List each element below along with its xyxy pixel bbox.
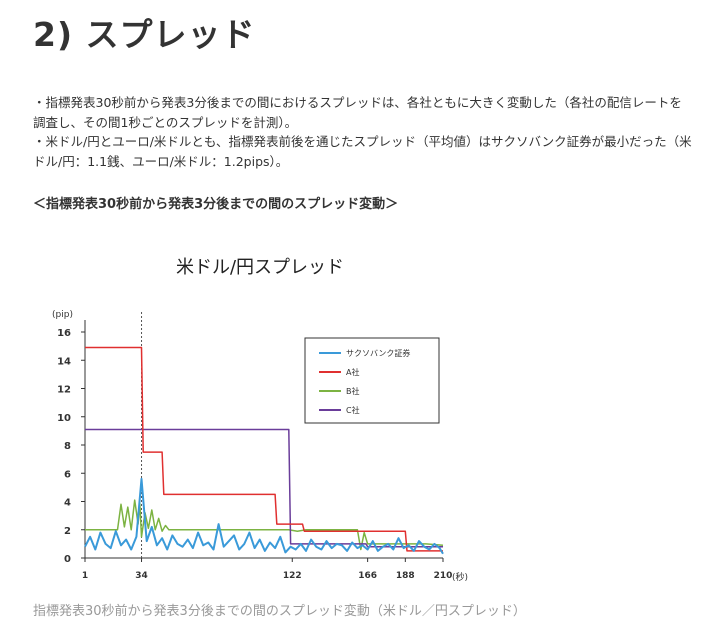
series-line-b bbox=[85, 499, 444, 551]
series-line-saxo bbox=[84, 477, 444, 555]
y-tick-label: 6 bbox=[64, 469, 71, 480]
y-tick-label: 8 bbox=[64, 441, 71, 452]
x-tick-label: 210 bbox=[434, 571, 453, 581]
legend-label: A社 bbox=[346, 367, 359, 377]
y-axis-label: (pip) bbox=[52, 310, 73, 320]
y-tick-label: 10 bbox=[57, 413, 71, 424]
legend-label: C社 bbox=[346, 405, 360, 415]
chart-svg: 米ドル/円スプレッド (pip) (秒) 0 2 4 6 8 10 12 14 16 1 34 122… bbox=[52, 257, 468, 583]
bullet-item: ・指標発表30秒前から発表3分後までの間におけるスプレッドは、各社ともに大きく変… bbox=[33, 95, 682, 130]
legend-label: B社 bbox=[346, 386, 360, 396]
figure-caption: 指標発表30秒前から発表3分後までの間のスプレッド変動（米ドル／円スプレッド） bbox=[33, 604, 526, 619]
chart-title: 米ドル/円スプレッド bbox=[176, 257, 344, 278]
legend-label: サクソバンク証券 bbox=[346, 348, 410, 358]
bullet-item: ・米ドル/円とユーロ/米ドルとも、指標発表前後を通じたスプレッド（平均値）はサク… bbox=[33, 134, 692, 169]
y-tick-label: 14 bbox=[57, 356, 71, 367]
y-tick-label: 4 bbox=[64, 498, 71, 509]
x-tick-label: 188 bbox=[396, 571, 415, 581]
series-line-a bbox=[85, 346, 443, 552]
chart-subheading: ＜指標発表30秒前から発表3分後までの間のスプレッド変動＞ bbox=[33, 197, 399, 212]
x-tick-label: 34 bbox=[135, 571, 148, 581]
x-tick-label: 166 bbox=[358, 571, 377, 581]
y-tick-label: 2 bbox=[64, 526, 71, 537]
y-tick-label: 0 bbox=[64, 554, 71, 565]
y-tick-label: 16 bbox=[57, 328, 71, 339]
x-axis-label: (秒) bbox=[452, 571, 468, 583]
section-heading: 2) スプレッド bbox=[33, 15, 256, 54]
x-tick-label: 1 bbox=[82, 571, 88, 581]
bullet-list: ・指標発表30秒前から発表3分後までの間におけるスプレッドは、各社ともに大きく変… bbox=[33, 93, 693, 171]
x-tick-label: 122 bbox=[283, 571, 302, 581]
y-tick-label: 12 bbox=[57, 385, 71, 396]
spread-chart: 米ドル/円スプレッド (pip) (秒) 0 2 4 6 8 10 12 14 16 1 34 122… bbox=[0, 240, 709, 594]
